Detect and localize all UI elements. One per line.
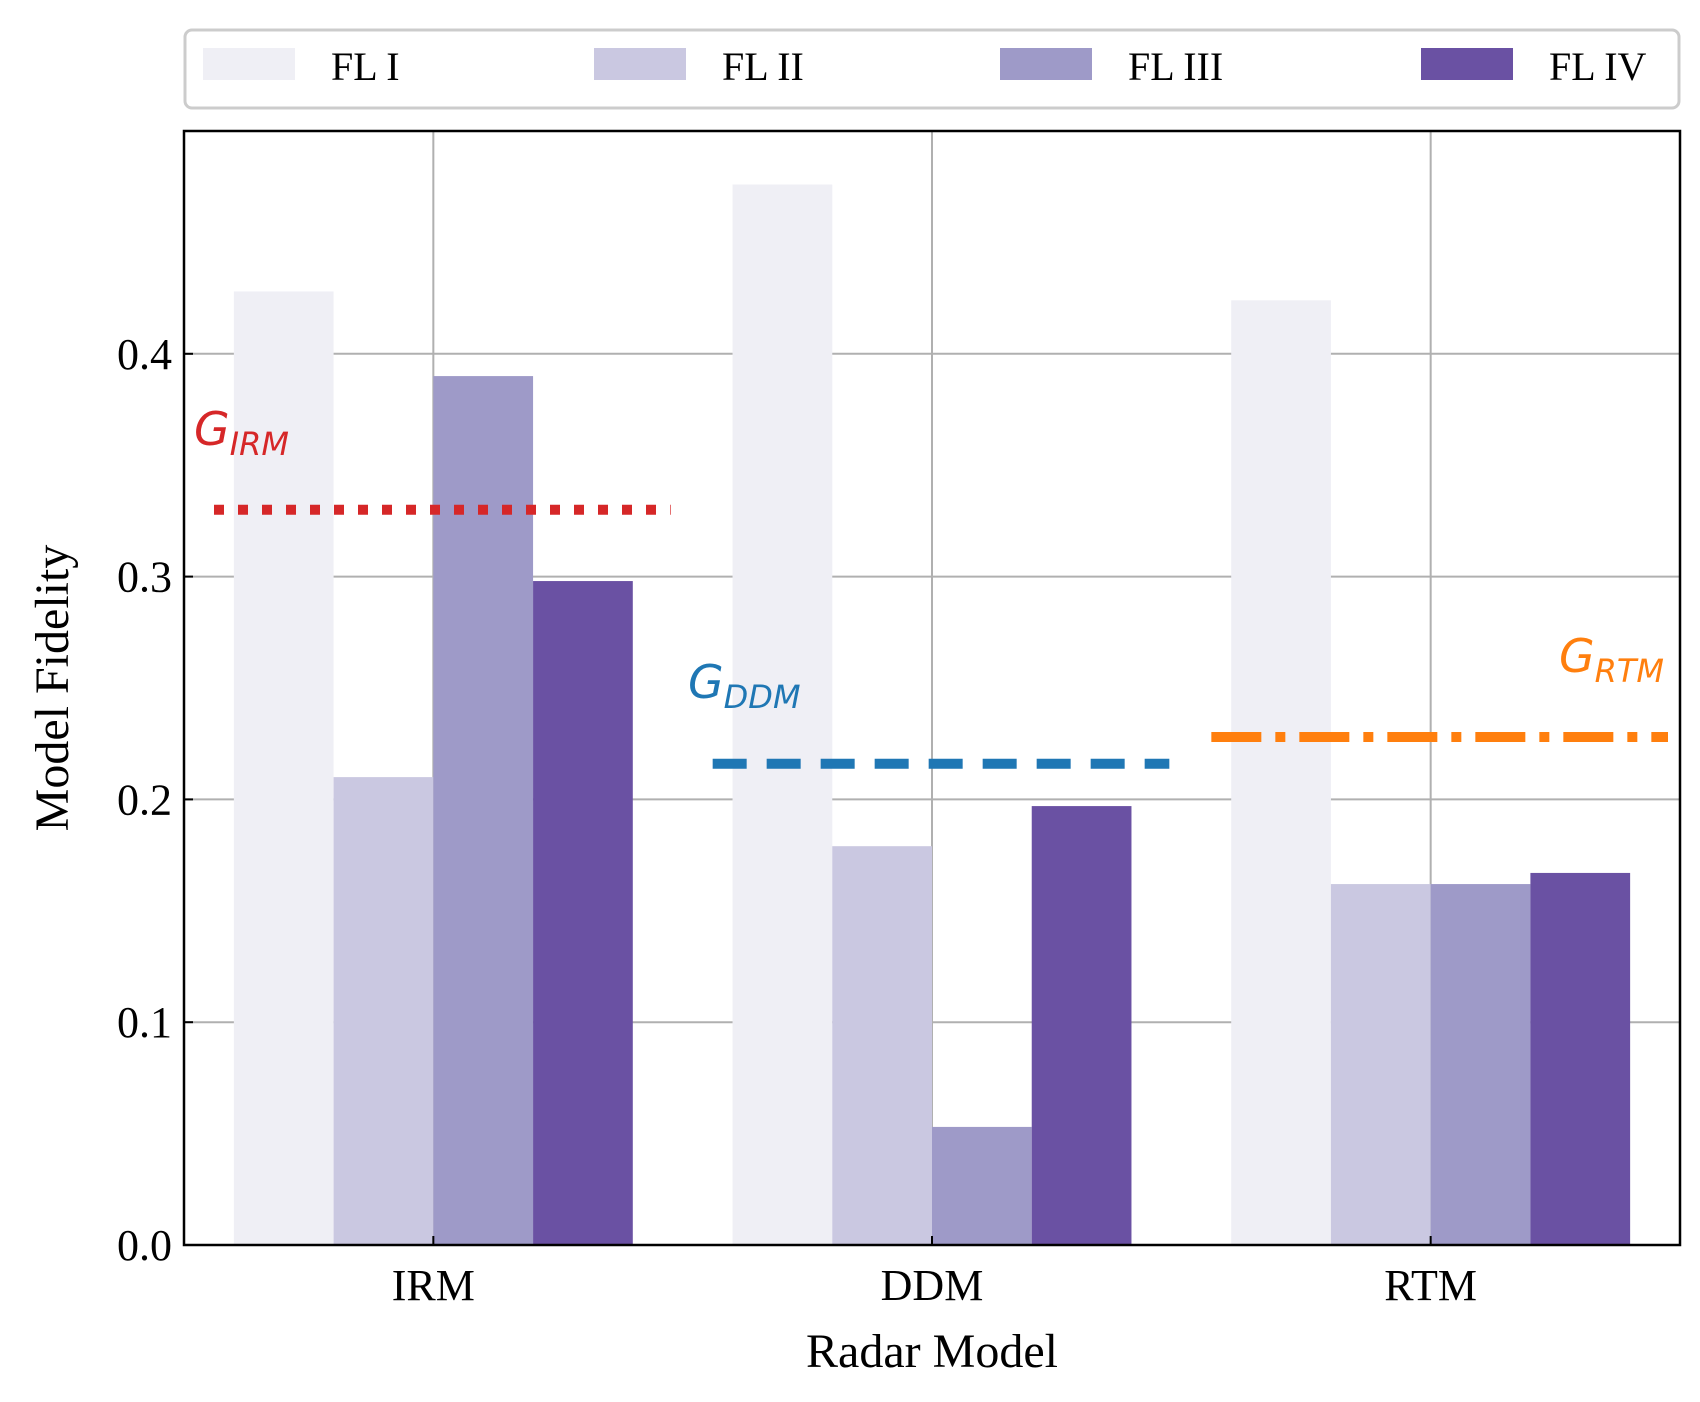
- bar-fl-i-irm: [233, 291, 334, 1245]
- legend-label-fl-iv: FL IV: [1549, 44, 1647, 89]
- bar-fl-iv-irm: [533, 581, 633, 1245]
- reference-label-main: G: [194, 402, 230, 456]
- bar-fl-iii-irm: [433, 376, 534, 1246]
- bar-fl-i-rtm: [1231, 300, 1331, 1245]
- bar-fl-iii-ddm: [932, 1126, 1032, 1245]
- bar-fl-ii-irm: [333, 777, 434, 1245]
- bar-fl-ii-ddm: [832, 846, 932, 1245]
- legend-swatch-fl-iv: [1421, 48, 1513, 80]
- reference-label-irm: GIRM: [194, 402, 289, 463]
- bar-fl-ii-rtm: [1330, 884, 1431, 1245]
- reference-label-subscript: IRM: [230, 425, 289, 463]
- y-tick-label: 0.0: [117, 1221, 172, 1270]
- legend-swatch-fl-ii: [594, 48, 686, 80]
- y-axis-title: Model Fidelity: [26, 545, 79, 832]
- y-tick-label: 0.4: [117, 330, 172, 379]
- legend: FL I FL II FL III FL IV: [183, 28, 1681, 110]
- legend-swatch-fl-i: [203, 48, 295, 80]
- reference-label-subscript: DDM: [724, 678, 801, 716]
- legend-label-fl-iii: FL III: [1128, 44, 1223, 89]
- x-tick-label: RTM: [1384, 1261, 1477, 1310]
- x-tick-label: IRM: [392, 1261, 475, 1310]
- legend-label-fl-i: FL I: [331, 44, 400, 89]
- x-axis-title: Radar Model: [806, 1325, 1058, 1378]
- legend-swatch-fl-iii: [1000, 48, 1092, 80]
- reference-label-subscript: RTM: [1595, 652, 1664, 690]
- bar-fl-iv-ddm: [1031, 806, 1132, 1245]
- reference-label-ddm: GDDM: [688, 655, 801, 716]
- reference-label-main: G: [688, 655, 724, 709]
- bar-fl-i-ddm: [732, 184, 833, 1245]
- y-tick-label: 0.3: [117, 553, 172, 602]
- legend-frame: [183, 28, 1681, 110]
- bars: [233, 184, 1631, 1246]
- legend-label-fl-ii: FL II: [722, 44, 804, 89]
- reference-label-rtm: GRTM: [1559, 629, 1664, 690]
- y-tick-label: 0.2: [117, 775, 172, 824]
- bar-fl-iii-rtm: [1430, 884, 1531, 1245]
- reference-label-main: G: [1559, 629, 1595, 683]
- y-tick-label: 0.1: [117, 998, 172, 1047]
- axis-ticks: 0.0 0.1 0.2 0.3 0.4 IRM DDM RTM: [117, 330, 1477, 1310]
- x-tick-label: DDM: [881, 1261, 984, 1310]
- bar-fl-iv-rtm: [1530, 872, 1631, 1245]
